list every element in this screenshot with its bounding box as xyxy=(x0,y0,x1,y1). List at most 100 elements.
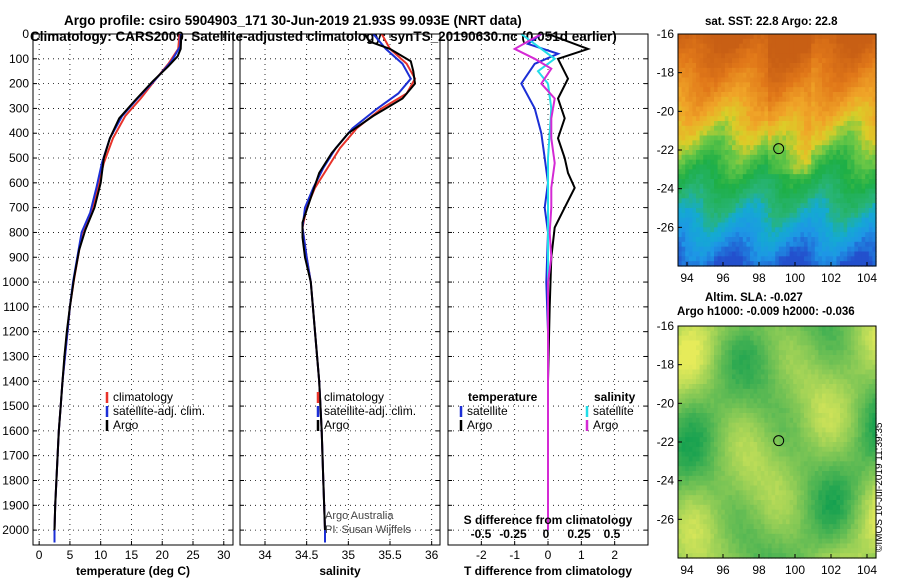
map-cell xyxy=(807,237,812,243)
map-cell xyxy=(732,485,737,491)
map-cell xyxy=(706,101,711,108)
map-cell xyxy=(746,92,751,98)
map-cell xyxy=(861,403,866,409)
map-cell xyxy=(840,164,845,170)
x-tick-label: 34.5 xyxy=(295,548,319,562)
map-cell xyxy=(836,150,841,156)
map-cell xyxy=(746,82,751,88)
map-cell xyxy=(868,256,873,262)
map-cell xyxy=(811,43,816,50)
map-cell xyxy=(854,456,859,462)
map-cell xyxy=(685,480,690,487)
map-cell xyxy=(865,67,870,74)
map-cell xyxy=(699,446,704,453)
map-cell xyxy=(793,111,798,117)
map-cell xyxy=(760,227,765,233)
map-cell xyxy=(696,485,701,491)
map-cell xyxy=(868,111,873,117)
map-cell xyxy=(688,140,693,146)
map-cell xyxy=(742,125,747,132)
map-cell xyxy=(850,442,855,448)
map-cell xyxy=(811,222,816,228)
map-cell xyxy=(854,432,859,438)
map-cell xyxy=(699,326,704,332)
map-cell xyxy=(850,475,855,482)
map-cell xyxy=(678,369,683,375)
map-cell xyxy=(678,495,683,501)
map-cell xyxy=(872,461,877,467)
map-cell xyxy=(865,432,870,438)
map-cell xyxy=(775,369,780,375)
map-cell xyxy=(735,125,740,132)
map-cell xyxy=(735,451,740,458)
series-line-argo-1 xyxy=(547,33,592,531)
map-cell xyxy=(771,179,776,185)
map-cell xyxy=(728,427,733,433)
map-cell xyxy=(832,82,837,88)
map-cell xyxy=(807,67,812,74)
map-cell xyxy=(836,212,841,219)
map-cell xyxy=(764,355,769,361)
map-cell xyxy=(811,154,816,161)
map-cell xyxy=(696,101,701,108)
map-cell xyxy=(750,232,755,238)
map-cell xyxy=(825,432,830,438)
map-cell xyxy=(685,135,690,141)
map-cell xyxy=(746,384,751,390)
map-cell xyxy=(804,451,809,458)
map-cell xyxy=(678,82,683,88)
map-cell xyxy=(825,422,830,429)
map-cell xyxy=(753,145,758,151)
map-cell xyxy=(807,145,812,151)
map-cell xyxy=(757,417,762,424)
map-cell xyxy=(735,106,740,112)
map-cell xyxy=(739,135,744,141)
map-cell xyxy=(724,106,729,112)
map-cell xyxy=(822,67,827,74)
map-cell xyxy=(775,87,780,93)
map-cell xyxy=(714,212,719,219)
map-cell xyxy=(685,193,690,199)
map-cell xyxy=(858,58,863,64)
map-cell xyxy=(832,58,837,64)
map-cell xyxy=(850,164,855,170)
map-cell xyxy=(829,106,834,112)
map-cell xyxy=(872,355,877,361)
map-cell xyxy=(728,500,733,506)
map-cell xyxy=(811,495,816,501)
map-cell xyxy=(872,446,877,453)
map-cell xyxy=(872,140,877,146)
map-cell xyxy=(768,475,773,482)
map-cell xyxy=(778,393,783,400)
map-cell xyxy=(685,198,690,204)
map-cell xyxy=(699,232,704,238)
map-cell xyxy=(850,101,855,108)
map-cell xyxy=(750,150,755,156)
map-cell xyxy=(843,53,848,59)
map-cell xyxy=(728,335,733,342)
map-cell xyxy=(832,232,837,238)
map-cell xyxy=(728,164,733,170)
map-cell xyxy=(760,169,765,175)
map-cell xyxy=(771,125,776,132)
map-cell xyxy=(771,87,776,93)
map-cell xyxy=(688,413,693,419)
map-cell xyxy=(742,335,747,342)
map-cell xyxy=(854,388,859,395)
map-cell xyxy=(685,111,690,117)
map-cell xyxy=(811,432,816,438)
map-cell xyxy=(850,53,855,59)
map-cell xyxy=(793,150,798,156)
map-cell xyxy=(800,48,805,54)
map-cell xyxy=(757,251,762,257)
map-cell xyxy=(696,442,701,448)
map-cell xyxy=(825,183,830,190)
map-cell xyxy=(793,251,798,257)
map-cell xyxy=(775,203,780,209)
map-cell xyxy=(732,116,737,122)
map-cell xyxy=(822,116,827,122)
map-cell xyxy=(829,58,834,64)
map-cell xyxy=(739,359,744,366)
map-cell xyxy=(678,193,683,199)
map-cell xyxy=(775,125,780,132)
